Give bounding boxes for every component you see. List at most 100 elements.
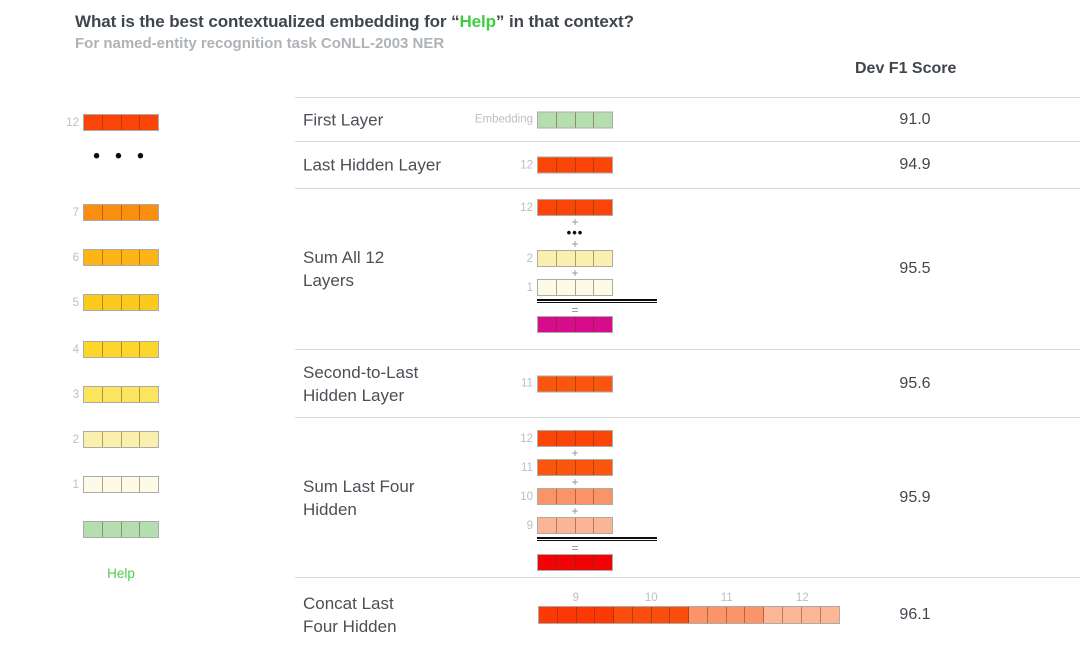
vector-cell: [576, 431, 595, 446]
vector-cell: [103, 115, 122, 130]
vector-cell: [538, 489, 557, 504]
vector-cell: [670, 607, 689, 623]
vector-cell: [557, 157, 576, 173]
row-label-line1: Concat Last: [303, 593, 394, 613]
vector-cell: [84, 295, 103, 310]
table-row-sum-all-12: Sum All 12 Layers 12 + ••• + 2 + 1 =: [295, 188, 1080, 349]
row-label-line2: Hidden: [303, 499, 357, 519]
vector-cell: [140, 115, 158, 130]
diagram-row: 12: [447, 199, 613, 216]
vector-cell: [140, 295, 158, 310]
layer-number-label: 12: [66, 116, 79, 129]
f1-score: 91.0: [899, 110, 931, 128]
vector-cell: [594, 460, 612, 475]
vector-cell: [576, 376, 595, 391]
close-quote: ”: [495, 12, 505, 31]
highlight-word: Help: [459, 12, 496, 31]
vector-cell: [708, 607, 727, 623]
layer-number-label: 12: [795, 592, 809, 604]
ellipsis-dots: • • •: [93, 146, 149, 167]
title-prefix: What is the best contextualized embeddin…: [75, 12, 452, 31]
table-row-second-to-last: Second-to-Last Hidden Layer 11 95.6: [295, 349, 1080, 417]
vector-cell: [538, 200, 557, 215]
vector-cell: [557, 200, 576, 215]
vector-cell: [652, 607, 671, 623]
vector-cell: [84, 250, 103, 265]
embedding-row: [45, 521, 159, 538]
vector-cell: [538, 280, 557, 295]
layer-vector-box: [83, 341, 159, 358]
layer-vector-box: [537, 488, 613, 505]
vector-cell: [140, 250, 158, 265]
f1-score: 95.9: [899, 488, 931, 506]
layer-vector-box: [83, 204, 159, 221]
vector-cell: [802, 607, 821, 623]
row-label: Second-to-Last Hidden Layer: [303, 361, 418, 407]
vector-cell: [576, 157, 595, 173]
vector-cell: [103, 342, 122, 357]
open-quote: “: [451, 12, 460, 31]
vector-cell: [122, 477, 141, 492]
f1-score: 94.9: [899, 156, 931, 173]
vector-cell: [538, 317, 557, 332]
vector-cell: [594, 112, 612, 127]
layer-number-label: 11: [521, 461, 533, 474]
concat-group-labels: 9 10 11 12: [538, 592, 840, 604]
vector-cell: [103, 295, 122, 310]
vector-cell: [122, 432, 141, 447]
plus-sign: +: [571, 446, 579, 460]
table-row-sum-last-four: Sum Last Four Hidden 12 + 11 + 10 + 9 =: [295, 417, 1080, 577]
vector-cell: [84, 432, 103, 447]
layer-row-5: 5: [45, 294, 159, 311]
layer-number-label: 3: [72, 388, 79, 401]
vector-cell: [727, 607, 746, 623]
diagram-row: 11: [447, 459, 613, 476]
vector-cell: [576, 112, 595, 127]
vector-cell: [538, 518, 557, 533]
layer-number-label: 9: [572, 592, 579, 604]
vector-cell: [538, 112, 557, 127]
layer-vector-box: [537, 250, 613, 267]
vector-cell: [84, 115, 103, 130]
diagram-row: [447, 316, 613, 333]
row-label-line2: Hidden Layer: [303, 385, 405, 405]
vector-cell: [576, 251, 595, 266]
equals-sign: =: [571, 541, 579, 555]
row-label-line2: Four Hidden: [303, 616, 397, 636]
vector-cell: [557, 518, 576, 533]
vector-cell: [594, 555, 612, 570]
layer-number-label: 5: [72, 296, 79, 309]
vector-cell: [140, 342, 158, 357]
vector-cell: [594, 376, 612, 391]
vector-cell: [557, 489, 576, 504]
vector-cell: [821, 607, 839, 623]
concat-group-9: [539, 607, 614, 623]
vector-cell: [84, 477, 103, 492]
layer-number-label: 6: [72, 251, 79, 264]
f1-score: 96.1: [899, 605, 931, 623]
vector-cell: [122, 205, 141, 220]
plus-sign: +: [571, 504, 579, 518]
row-label: Last Hidden Layer: [303, 155, 441, 175]
embedding-vector-box: [537, 111, 613, 128]
layer-number-label: 12: [520, 432, 533, 445]
vector-cell: [122, 522, 141, 537]
vector-cell: [140, 522, 158, 537]
vector-cell: [594, 489, 612, 504]
concat-group-12: [764, 607, 839, 623]
diagram-row: 11: [447, 375, 613, 392]
vector-cell: [538, 460, 557, 475]
vector-cell: [538, 251, 557, 266]
concat-diagram: 9 10 11 12: [538, 592, 840, 624]
equals-sign: =: [571, 303, 579, 317]
vector-cell: [103, 432, 122, 447]
vector-cell: [122, 250, 141, 265]
layer-vector-box: [537, 459, 613, 476]
vector-cell: [84, 522, 103, 537]
vector-cell: [557, 460, 576, 475]
vector-cell: [689, 607, 708, 623]
vector-cell: [576, 280, 595, 295]
ellipsis-dots: •••: [566, 225, 584, 240]
concat-group-11: [689, 607, 764, 623]
f1-score: 95.6: [899, 374, 931, 392]
